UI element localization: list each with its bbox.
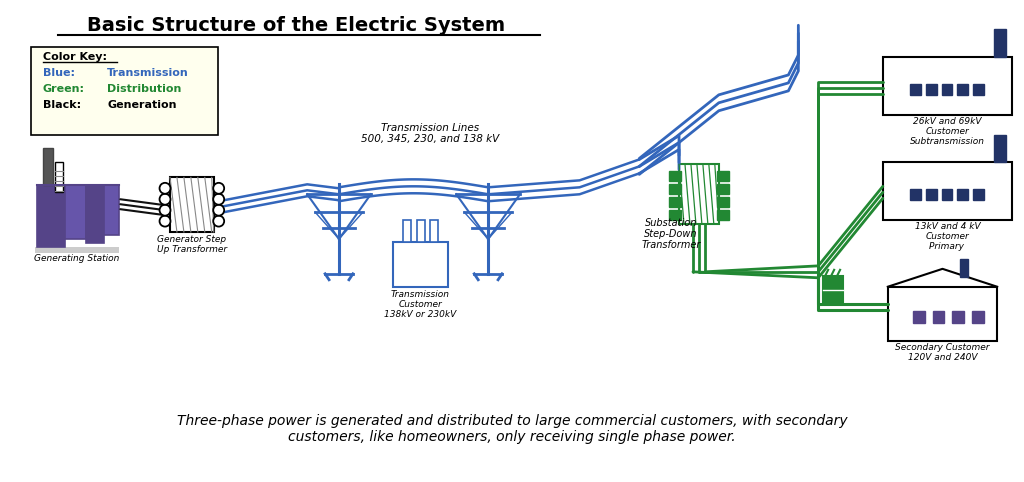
Polygon shape	[35, 247, 119, 253]
Bar	[994, 134, 1007, 162]
Bar	[909, 84, 921, 95]
Bar	[417, 220, 425, 242]
Bar	[679, 164, 719, 224]
Text: Generator Step: Generator Step	[158, 235, 226, 244]
Bar	[430, 220, 438, 242]
Bar	[888, 287, 997, 341]
Bar	[669, 184, 681, 194]
Text: Distribution: Distribution	[108, 84, 181, 94]
Bar	[717, 210, 729, 220]
Bar	[170, 177, 214, 232]
Circle shape	[160, 194, 170, 205]
Text: Black:: Black:	[43, 100, 81, 110]
Bar	[392, 242, 449, 287]
Text: Primary: Primary	[929, 242, 967, 251]
Bar	[86, 185, 104, 243]
Bar	[941, 189, 952, 200]
Bar	[909, 189, 921, 200]
Circle shape	[213, 194, 224, 205]
Text: Generating Station: Generating Station	[34, 254, 119, 263]
Bar	[37, 185, 65, 247]
Bar	[941, 84, 952, 95]
Text: Green:: Green:	[43, 84, 85, 94]
Text: Transmission: Transmission	[391, 290, 450, 299]
Bar	[717, 197, 729, 207]
Text: 500, 345, 230, and 138 kV: 500, 345, 230, and 138 kV	[361, 134, 500, 144]
Text: 138kV or 230kV: 138kV or 230kV	[384, 309, 457, 319]
Bar	[823, 276, 843, 304]
Text: Basic Structure of the Electric System: Basic Structure of the Electric System	[87, 16, 505, 35]
Circle shape	[213, 215, 224, 227]
Bar	[669, 197, 681, 207]
Bar	[54, 162, 62, 192]
Bar	[952, 310, 965, 322]
Bar	[43, 147, 52, 185]
Circle shape	[160, 183, 170, 194]
Text: 120V and 240V: 120V and 240V	[907, 353, 977, 362]
Text: Subtransmission: Subtransmission	[910, 136, 985, 146]
Bar	[974, 189, 984, 200]
Bar	[717, 184, 729, 194]
Circle shape	[160, 215, 170, 227]
Bar	[926, 84, 937, 95]
Text: Three-phase power is generated and distributed to large commercial customers, wi: Three-phase power is generated and distr…	[177, 414, 847, 428]
Text: customers, like homeowners, only receiving single phase power.: customers, like homeowners, only receivi…	[288, 430, 736, 444]
Bar	[926, 189, 937, 200]
Bar	[957, 84, 969, 95]
Bar	[883, 162, 1012, 220]
Bar	[65, 185, 86, 239]
Text: Transmission Lines: Transmission Lines	[381, 122, 479, 133]
Text: Substation: Substation	[645, 218, 697, 228]
Text: Up Transformer: Up Transformer	[157, 245, 227, 254]
Bar	[669, 210, 681, 220]
Text: Customer: Customer	[926, 127, 970, 135]
Text: Generation: Generation	[108, 100, 177, 110]
Bar	[961, 259, 969, 277]
Text: 13kV and 4 kV: 13kV and 4 kV	[914, 222, 980, 231]
Text: Step-Down: Step-Down	[644, 229, 697, 239]
Bar	[717, 172, 729, 181]
Text: Color Key:: Color Key:	[43, 52, 106, 62]
Bar	[912, 310, 925, 322]
Bar	[402, 220, 411, 242]
Text: Customer: Customer	[926, 232, 970, 241]
Circle shape	[213, 205, 224, 215]
Bar	[994, 29, 1007, 57]
Bar	[883, 57, 1012, 115]
Circle shape	[160, 205, 170, 215]
Bar	[104, 185, 119, 235]
Text: Blue:: Blue:	[43, 68, 75, 78]
Circle shape	[213, 183, 224, 194]
FancyBboxPatch shape	[31, 47, 218, 134]
Text: Customer: Customer	[398, 300, 442, 308]
Bar	[669, 172, 681, 181]
Bar	[974, 84, 984, 95]
Text: Transformer: Transformer	[641, 240, 700, 250]
Bar	[973, 310, 984, 322]
Bar	[957, 189, 969, 200]
Bar	[933, 310, 944, 322]
Text: 26kV and 69kV: 26kV and 69kV	[913, 117, 982, 126]
Text: Transmission: Transmission	[108, 68, 189, 78]
Text: Secondary Customer: Secondary Customer	[895, 343, 990, 352]
